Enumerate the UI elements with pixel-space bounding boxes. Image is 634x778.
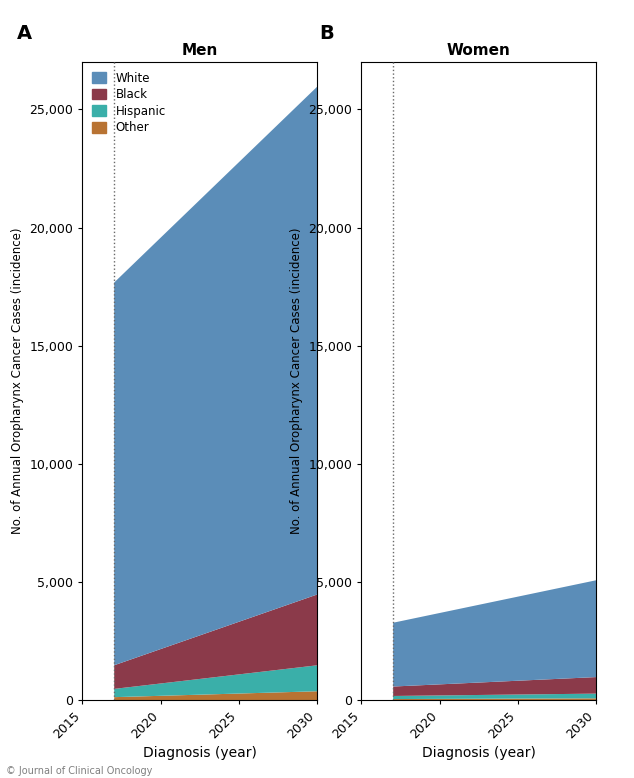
- X-axis label: Diagnosis (year): Diagnosis (year): [422, 746, 536, 760]
- Title: Women: Women: [447, 44, 510, 58]
- Legend: White, Black, Hispanic, Other: White, Black, Hispanic, Other: [87, 67, 171, 139]
- Text: © Journal of Clinical Oncology: © Journal of Clinical Oncology: [6, 766, 153, 776]
- Y-axis label: No. of Annual Oropharynx Cancer Cases (incidence): No. of Annual Oropharynx Cancer Cases (i…: [11, 228, 24, 534]
- Text: A: A: [16, 24, 32, 43]
- Text: B: B: [319, 24, 334, 43]
- Y-axis label: No. of Annual Oropharynx Cancer Cases (incidence): No. of Annual Oropharynx Cancer Cases (i…: [290, 228, 303, 534]
- X-axis label: Diagnosis (year): Diagnosis (year): [143, 746, 257, 760]
- Title: Men: Men: [181, 44, 218, 58]
